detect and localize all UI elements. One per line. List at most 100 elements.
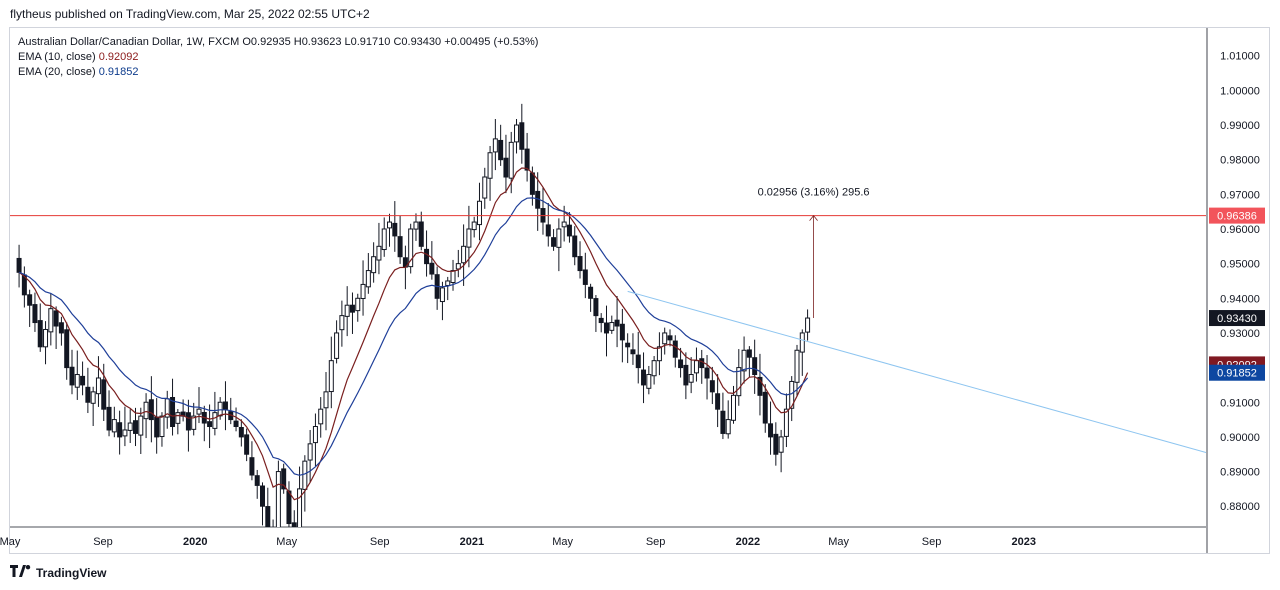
ohlc-values: O0.92935 H0.93623 L0.91710 C0.93430 +0.0…	[242, 36, 539, 48]
measure-label: 0.02956 (3.16%) 295.6	[758, 187, 870, 199]
candle-down	[418, 221, 424, 247]
candle-up	[736, 367, 742, 397]
candle-down	[85, 386, 91, 403]
candle-up	[323, 391, 329, 409]
candle-up	[514, 124, 520, 143]
time-tick-label: 2023	[1012, 536, 1036, 548]
candle-down	[593, 298, 599, 317]
candle-up	[741, 349, 747, 372]
price-tick-label: 0.88000	[1220, 501, 1260, 513]
candle-up	[127, 422, 133, 431]
ema20-label[interactable]: EMA (20, close)	[18, 66, 96, 78]
candle-down	[249, 457, 255, 476]
candle-up	[455, 263, 461, 270]
candle-up	[365, 270, 371, 288]
ema10-label[interactable]: EMA (10, close)	[18, 51, 96, 63]
candle-up	[43, 328, 49, 348]
candle-down	[185, 412, 191, 431]
time-tick-label: Sep	[646, 536, 666, 548]
brand-name: TradingView	[36, 565, 107, 580]
candle-up	[48, 308, 54, 333]
candle-up	[376, 245, 382, 261]
candle-up	[471, 221, 477, 231]
candle-down	[291, 522, 297, 527]
candle-up	[646, 374, 652, 389]
candle-down	[233, 420, 239, 428]
candle-up	[328, 360, 334, 393]
legend-ema10-row: EMA (10, close) 0.92092	[18, 50, 538, 65]
candle-down	[545, 224, 551, 237]
candle-down	[746, 349, 752, 358]
candle-up	[725, 419, 731, 435]
candle-down	[566, 224, 572, 237]
candle-down	[101, 379, 107, 410]
candle-down	[519, 122, 525, 150]
time-tick-label: May	[0, 536, 21, 548]
candle-up	[805, 317, 811, 333]
candle-up	[799, 332, 805, 353]
candle-down	[349, 304, 355, 313]
candle-down	[148, 399, 154, 421]
candle-up	[688, 374, 694, 383]
candle-down	[286, 490, 292, 525]
candle-up	[492, 138, 498, 153]
chart-legend: Australian Dollar/Canadian Dollar, 1W, F…	[18, 35, 538, 80]
price-tick-label: 0.89000	[1220, 467, 1260, 479]
candle-down	[170, 396, 176, 428]
candle-down	[572, 235, 578, 258]
time-tick-label: May	[828, 536, 849, 548]
candle-down	[625, 342, 631, 348]
candle-down	[773, 433, 779, 455]
candle-up	[90, 391, 96, 404]
candle-up	[381, 228, 387, 251]
candle-down	[752, 357, 758, 376]
tradingview-brand[interactable]: TradingView	[10, 565, 106, 580]
price-tick-label: 0.91000	[1220, 397, 1260, 409]
price-badge-label: 0.93430	[1217, 313, 1257, 325]
candle-up	[138, 415, 144, 436]
candle-down	[619, 323, 625, 341]
time-tick-label: 2020	[183, 536, 207, 548]
candle-up	[693, 360, 699, 374]
candle-down	[699, 358, 705, 369]
candle-down	[222, 401, 228, 410]
candle-down	[281, 468, 287, 490]
candle-down	[709, 380, 715, 393]
candle-down	[614, 319, 620, 327]
candle-up	[334, 332, 340, 359]
candle-down	[397, 236, 403, 258]
chart-frame	[9, 27, 1270, 554]
price-badge	[1209, 310, 1265, 327]
candle-up	[439, 287, 445, 303]
candle-up	[783, 408, 789, 437]
candle-down	[207, 421, 213, 428]
price-tick-label: 0.96000	[1220, 224, 1260, 236]
legend-ema20-row: EMA (20, close) 0.91852	[18, 65, 538, 80]
candle-up	[217, 401, 223, 417]
candle-down	[58, 322, 64, 334]
ema20-line	[18, 197, 809, 476]
candle-down	[630, 349, 636, 355]
candle-down	[678, 359, 684, 369]
candle-up	[318, 408, 324, 425]
symbol-title[interactable]: Australian Dollar/Canadian Dollar, 1W, F…	[18, 36, 240, 48]
time-tick-label: Sep	[922, 536, 942, 548]
time-tick-label: 2022	[736, 536, 760, 548]
candle-down	[551, 237, 557, 247]
candle-up	[122, 429, 128, 437]
candle-down	[577, 256, 583, 272]
candle-up	[371, 256, 377, 274]
candle-up	[191, 415, 197, 430]
price-tick-label: 0.93000	[1220, 328, 1260, 340]
candle-up	[307, 443, 313, 461]
plot-area[interactable]	[10, 103, 1206, 575]
candle-up	[466, 228, 472, 248]
candle-down	[27, 294, 33, 306]
candle-down	[244, 434, 250, 455]
candle-up	[408, 228, 414, 268]
candle-up	[74, 374, 80, 388]
time-tick-label: 2021	[460, 536, 484, 548]
candle-down	[117, 422, 123, 438]
candle-up	[662, 332, 668, 345]
